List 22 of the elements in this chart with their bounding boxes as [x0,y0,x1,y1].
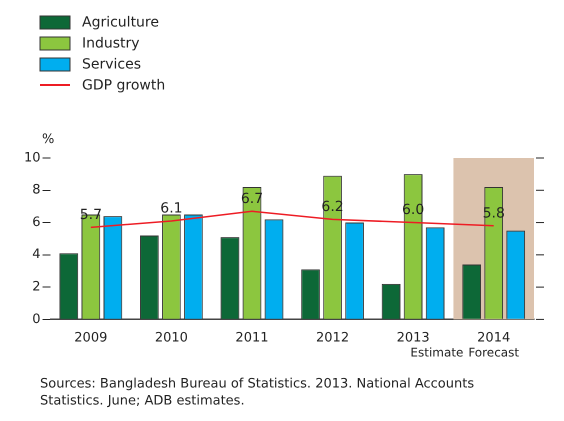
x-tick-label: 2009 [74,330,108,346]
y-tick-label: 0 [32,312,41,327]
y-axis-title: % [42,132,54,147]
band-label: Forecast [468,346,520,360]
x-tick-label: 2013 [396,330,430,346]
x-tick-label: 2014 [477,330,510,346]
source-note: Sources: Bangladesh Bureau of Statistics. 2013. National Accounts Statistics. June; ADB estimates. [40,376,474,408]
y-tick-label: 8 [32,182,41,198]
x-tick-label: 2011 [235,330,269,346]
y-tick-label: 10 [24,150,41,166]
legend-label: Agriculture [82,14,159,31]
legend-label: GDP growth [82,78,166,94]
y-tick-label: 6 [32,214,41,230]
y-tick-label: 2 [32,279,41,294]
x-tick-label: 2010 [154,330,188,346]
y-tick-label: 4 [32,247,41,262]
text: Estimate [410,346,464,360]
data-label: 5.7 [80,207,102,224]
legend-label: Services [82,56,142,73]
x-tick-label: 2012 [316,330,350,346]
legend-label: Industry [82,36,140,52]
data-label: 6.1 [160,200,183,217]
